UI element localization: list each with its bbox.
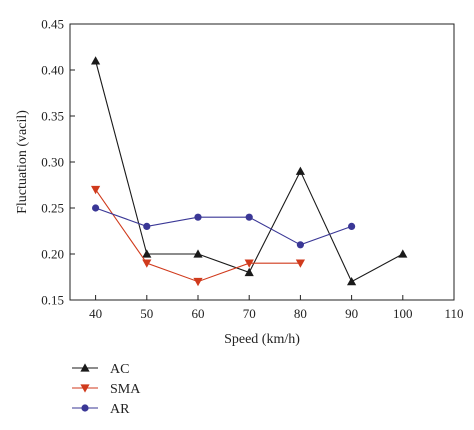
axis-ticks: 40 50 60 70 80 90 100 110 0.15 0.20 0.25 0.30 0.35 0.… (41, 17, 463, 322)
series-ar (92, 204, 356, 249)
y-tick-label: 0.25 (41, 201, 64, 216)
data-point-ac (244, 267, 254, 277)
data-point-sma (91, 185, 101, 195)
data-point-sma (244, 259, 254, 268)
x-axis-title: Speed (km/h) (224, 332, 300, 347)
data-point-ar (194, 213, 202, 221)
y-tick-label: 0.40 (41, 63, 64, 78)
data-point-sma (142, 259, 152, 268)
legend-swatch-marker (80, 384, 90, 393)
legend-swatch-marker (80, 363, 90, 372)
y-tick-label: 0.30 (41, 155, 64, 170)
data-point-sma (295, 259, 305, 268)
series-line-ac (95, 60, 404, 283)
x-tick-label: 40 (89, 306, 102, 321)
data-point-ar (245, 213, 253, 221)
legend-label: AR (110, 402, 130, 417)
y-tick-label: 0.15 (41, 293, 64, 308)
legend-swatch-marker (81, 404, 89, 412)
data-point-ac (193, 249, 203, 258)
x-tick-label: 50 (140, 306, 153, 321)
y-tick-label: 0.35 (41, 109, 64, 124)
legend-entry-ac: AC (72, 362, 129, 377)
y-tick-label: 0.20 (41, 247, 64, 262)
x-tick-label: 60 (192, 306, 205, 321)
data-point-ac (398, 249, 408, 258)
data-point-ar (92, 204, 100, 212)
data-point-ac (142, 249, 152, 258)
x-tick-label: 110 (444, 306, 463, 321)
series-line-sma (95, 189, 301, 283)
x-tick-label: 90 (345, 306, 358, 321)
series-ac (91, 56, 408, 286)
data-point-ar (143, 222, 151, 230)
series-line-ar (95, 207, 352, 246)
legend-entry-ar: AR (72, 402, 130, 417)
data-point-ac (295, 166, 305, 175)
x-tick-label: 70 (243, 306, 256, 321)
data-point-ar (348, 222, 356, 230)
data-point-ar (296, 241, 304, 249)
data-point-ac (91, 56, 101, 65)
y-axis-title: Fluctuation (vacil) (15, 110, 30, 214)
data-point-ac (347, 277, 357, 286)
y-tick-label: 0.45 (41, 17, 64, 32)
x-tick-label: 100 (393, 306, 413, 321)
x-tick-label: 80 (294, 306, 307, 321)
legend-label: SMA (110, 382, 141, 397)
legend-label: AC (110, 362, 129, 377)
legend-entry-sma: SMA (72, 382, 141, 397)
legend: AC SMA AR (72, 362, 141, 417)
series-sma (91, 185, 305, 287)
plot-frame (69, 23, 455, 301)
data-point-sma (193, 277, 203, 287)
series-layer (91, 56, 408, 287)
